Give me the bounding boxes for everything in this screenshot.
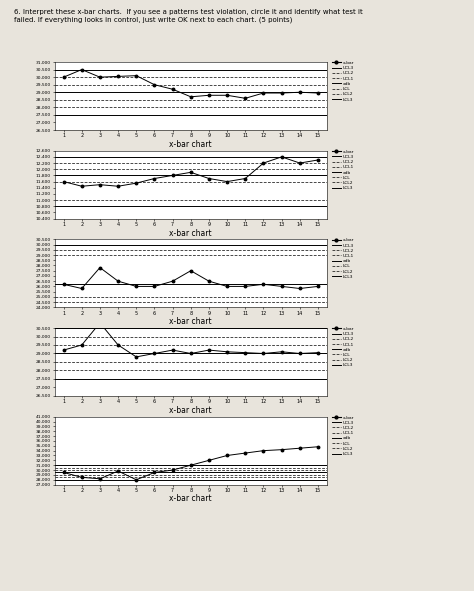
Legend: x-bar, UCL3, UCL2, UCL1, xdb, LCL, LCL2, LCL3: x-bar, UCL3, UCL2, UCL1, xdb, LCL, LCL2,…	[332, 327, 354, 368]
X-axis label: x-bar chart: x-bar chart	[170, 229, 212, 238]
Text: 6. Interpret these x-bar charts.  If you see a patterns test violation, circle i: 6. Interpret these x-bar charts. If you …	[14, 9, 363, 24]
X-axis label: x-bar chart: x-bar chart	[170, 495, 212, 504]
Legend: x-bar, UCL3, UCL2, UCL1, xdb, LCL, LCL2, LCL3: x-bar, UCL3, UCL2, UCL1, xdb, LCL, LCL2,…	[332, 238, 354, 279]
Legend: x-bar, UCL3, UCL2, UCL1, xdb, LCL, LCL2, LCL3: x-bar, UCL3, UCL2, UCL1, xdb, LCL, LCL2,…	[332, 150, 354, 190]
X-axis label: x-bar chart: x-bar chart	[170, 406, 212, 415]
Legend: x-bar, UCL3, UCL2, UCL1, xdb, LCL, LCL2, LCL3: x-bar, UCL3, UCL2, UCL1, xdb, LCL, LCL2,…	[332, 61, 354, 102]
X-axis label: x-bar chart: x-bar chart	[170, 317, 212, 326]
Legend: x-bar, UCL3, UCL2, UCL1, xdb, LCL, LCL2, LCL3: x-bar, UCL3, UCL2, UCL1, xdb, LCL, LCL2,…	[332, 415, 354, 456]
X-axis label: x-bar chart: x-bar chart	[170, 140, 212, 149]
